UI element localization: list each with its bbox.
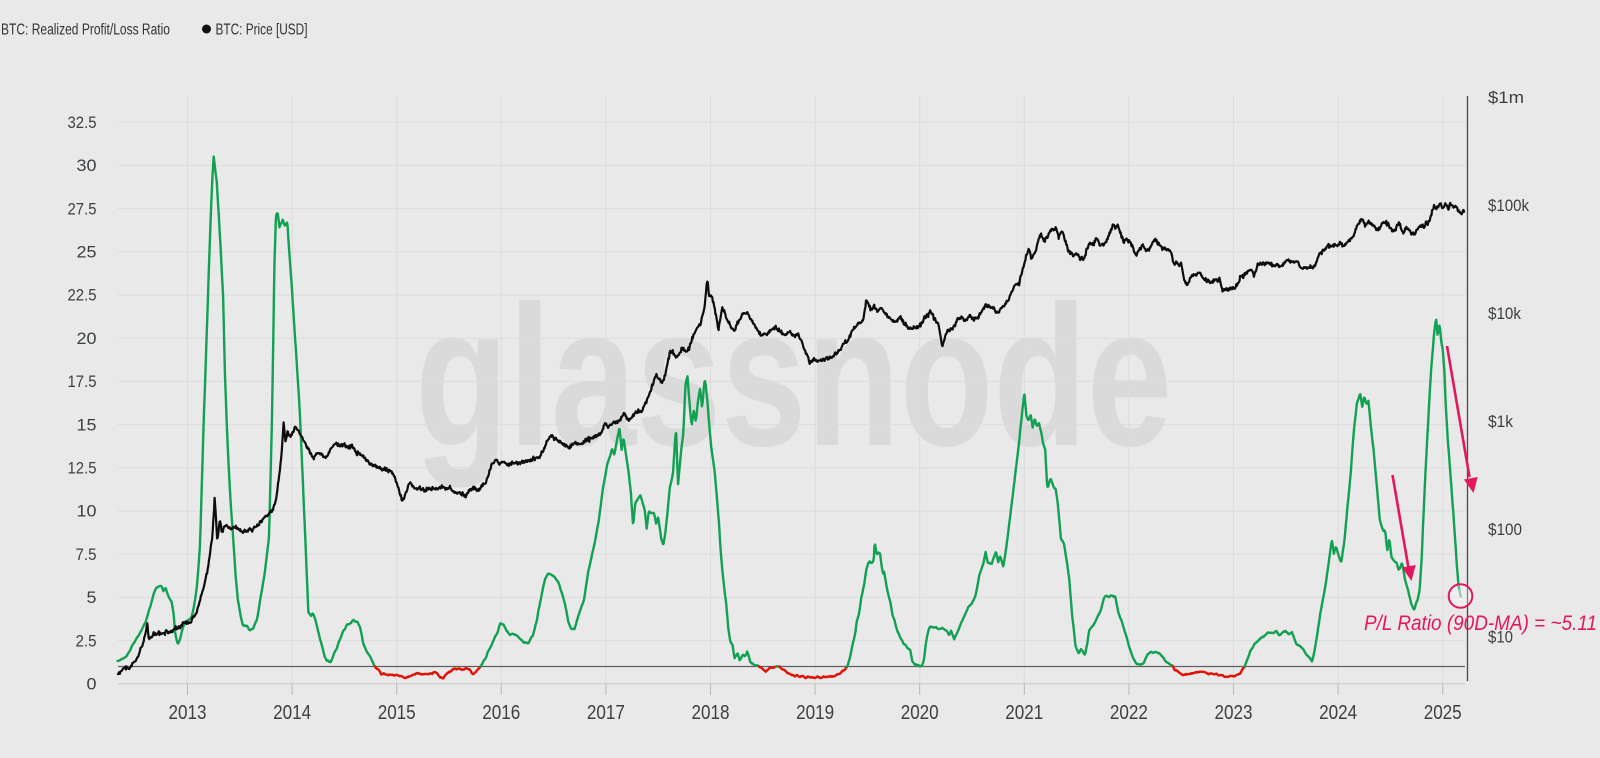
svg-text:BTC: Price [USD]: BTC: Price [USD] [216, 22, 308, 39]
svg-text:2024: 2024 [1319, 702, 1357, 724]
svg-text:2018: 2018 [692, 702, 730, 724]
svg-text:BTC: Realized Profit/Loss Rati: BTC: Realized Profit/Loss Ratio [1, 22, 170, 39]
svg-text:2017: 2017 [587, 702, 625, 724]
svg-text:30: 30 [77, 157, 97, 175]
svg-text:22.5: 22.5 [68, 287, 97, 305]
svg-text:5: 5 [87, 589, 97, 607]
svg-text:2023: 2023 [1215, 702, 1253, 724]
svg-text:2013: 2013 [169, 702, 207, 724]
svg-text:P/L Ratio (90D-MA) = ~5.11: P/L Ratio (90D-MA) = ~5.11 [1364, 612, 1597, 635]
svg-text:$1k: $1k [1488, 413, 1514, 431]
svg-text:25: 25 [77, 244, 97, 262]
svg-text:$10k: $10k [1488, 305, 1522, 323]
svg-text:27.5: 27.5 [68, 200, 97, 218]
svg-text:2025: 2025 [1424, 702, 1462, 724]
svg-text:20: 20 [77, 330, 97, 348]
svg-text:12.5: 12.5 [68, 460, 97, 478]
svg-text:$100k: $100k [1488, 197, 1530, 215]
svg-text:2016: 2016 [482, 702, 520, 724]
svg-text:17.5: 17.5 [68, 373, 97, 391]
svg-text:15: 15 [77, 416, 97, 434]
svg-text:32.5: 32.5 [68, 114, 97, 132]
svg-text:$10: $10 [1488, 629, 1513, 647]
svg-text:10: 10 [77, 503, 97, 521]
svg-text:2021: 2021 [1005, 702, 1043, 724]
svg-text:7.5: 7.5 [76, 546, 97, 564]
svg-text:$100: $100 [1488, 521, 1522, 539]
svg-text:2014: 2014 [273, 702, 311, 724]
svg-text:2019: 2019 [796, 702, 834, 724]
svg-text:$1m: $1m [1488, 89, 1524, 107]
svg-text:2015: 2015 [378, 702, 416, 724]
svg-text:2.5: 2.5 [76, 632, 97, 650]
svg-text:2022: 2022 [1110, 702, 1148, 724]
svg-text:0: 0 [87, 676, 97, 694]
svg-text:glassnode: glassnode [415, 265, 1172, 488]
svg-text:2020: 2020 [901, 702, 939, 724]
